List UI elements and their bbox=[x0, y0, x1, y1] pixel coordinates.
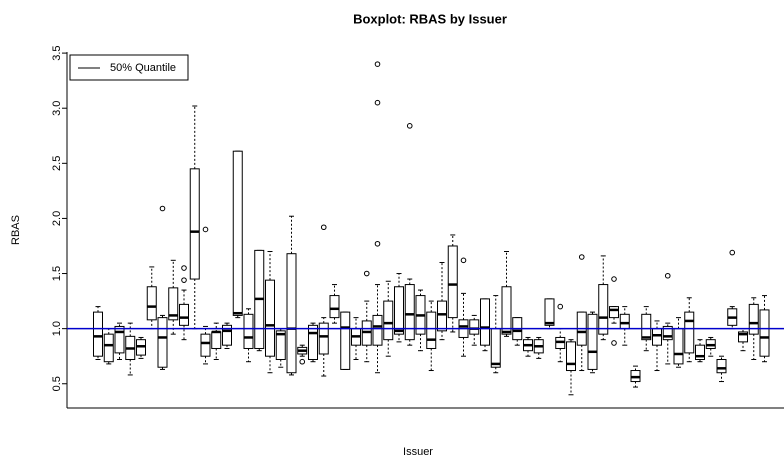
box bbox=[265, 279, 275, 357]
box bbox=[609, 306, 619, 319]
box bbox=[469, 319, 480, 335]
box bbox=[738, 331, 748, 343]
box bbox=[114, 325, 125, 354]
box bbox=[232, 150, 243, 316]
outlier bbox=[374, 240, 381, 247]
outlier bbox=[664, 272, 671, 279]
box bbox=[394, 286, 404, 335]
box bbox=[168, 287, 179, 321]
box bbox=[480, 298, 490, 346]
y-axis-label: RBAS bbox=[10, 215, 22, 245]
box bbox=[598, 284, 609, 335]
outlier bbox=[320, 224, 327, 231]
y-tick-label: 1.5 bbox=[51, 266, 63, 281]
box bbox=[619, 313, 630, 330]
outlier bbox=[611, 340, 617, 346]
box bbox=[189, 168, 200, 280]
box bbox=[426, 311, 437, 349]
box bbox=[662, 325, 673, 341]
box bbox=[146, 286, 157, 321]
box bbox=[308, 324, 318, 361]
legend-label: 50% Quantile bbox=[110, 62, 176, 74]
y-tick-label: 2.0 bbox=[51, 211, 63, 226]
outlier bbox=[578, 254, 585, 260]
box bbox=[404, 284, 415, 341]
outlier bbox=[557, 303, 564, 310]
box bbox=[544, 298, 555, 326]
outlier bbox=[159, 205, 166, 212]
outlier bbox=[374, 99, 381, 106]
outlier bbox=[460, 257, 467, 264]
box bbox=[286, 253, 297, 374]
box bbox=[684, 311, 695, 354]
box bbox=[222, 324, 232, 346]
box bbox=[103, 333, 114, 363]
y-tick-label: 0.5 bbox=[51, 376, 63, 391]
outlier bbox=[181, 265, 187, 271]
box bbox=[587, 313, 598, 370]
outlier bbox=[202, 226, 209, 233]
box bbox=[716, 359, 727, 374]
outlier bbox=[299, 358, 306, 365]
box bbox=[566, 341, 576, 372]
box bbox=[318, 322, 329, 355]
box bbox=[641, 313, 652, 341]
box bbox=[447, 245, 458, 319]
box bbox=[748, 303, 759, 335]
box bbox=[490, 328, 501, 368]
outlier bbox=[729, 249, 736, 256]
outlier bbox=[406, 123, 413, 129]
box bbox=[501, 286, 512, 335]
y-tick-label: 3.0 bbox=[51, 101, 63, 116]
box bbox=[200, 333, 211, 357]
box bbox=[157, 317, 168, 368]
box bbox=[695, 344, 705, 361]
box bbox=[211, 331, 222, 349]
box bbox=[329, 295, 340, 319]
outlier bbox=[181, 277, 187, 283]
x-axis-label: Issuer bbox=[403, 446, 433, 458]
y-tick-label: 2.5 bbox=[51, 156, 63, 171]
box bbox=[275, 330, 286, 361]
box bbox=[652, 328, 662, 346]
y-tick-label: 3.5 bbox=[51, 45, 63, 60]
box bbox=[340, 311, 351, 370]
outlier bbox=[611, 276, 617, 282]
y-tick-label: 1.0 bbox=[51, 321, 63, 336]
box bbox=[673, 328, 684, 365]
chart-title: Boxplot: RBAS by Issuer bbox=[353, 11, 507, 26]
outlier bbox=[363, 270, 370, 277]
outlier bbox=[374, 61, 381, 67]
box bbox=[179, 303, 189, 326]
box bbox=[243, 313, 254, 349]
box bbox=[437, 300, 447, 332]
box bbox=[759, 309, 770, 357]
box bbox=[383, 300, 394, 341]
box bbox=[93, 311, 103, 357]
box bbox=[372, 314, 383, 346]
